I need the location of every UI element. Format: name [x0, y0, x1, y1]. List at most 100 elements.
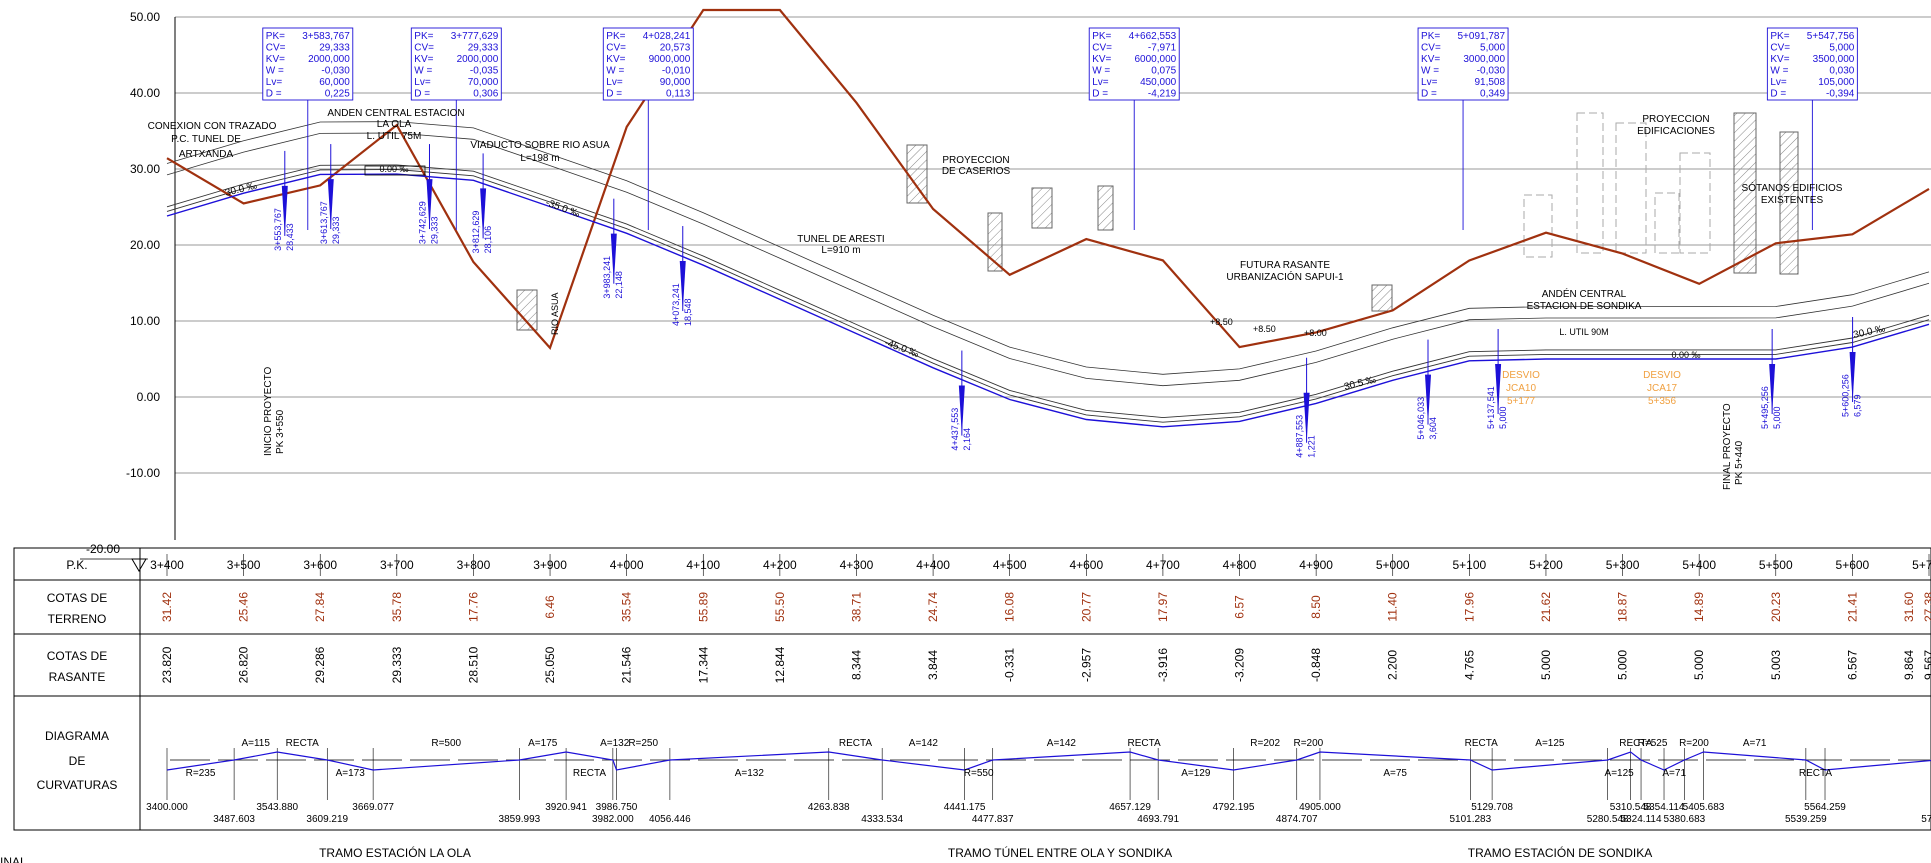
annotation-futura-850: +8.50: [1210, 317, 1233, 327]
annotation-edificaciones-1: PROYECCION: [1642, 114, 1709, 125]
vc-field-value: 0,225: [325, 89, 350, 100]
vc-field-label: KV=: [1092, 54, 1111, 65]
curvature-label: R=550: [964, 768, 994, 779]
annotation-caserios-2: DE CASERIOS: [942, 166, 1011, 177]
vc-field-label: PK=: [266, 31, 285, 42]
vc-field-value: -0,030: [1477, 66, 1506, 77]
vc-field-label: Lv=: [414, 77, 431, 88]
vc-field-label: D =: [414, 89, 430, 100]
cota-terreno-value: 35.78: [390, 592, 404, 622]
marker-arrow: [1425, 374, 1432, 425]
annotation-slope-0-right: 0.00 ‰: [1671, 350, 1700, 360]
cota-terreno-value: 20.77: [1079, 592, 1093, 622]
annotation-inicio-1: INICIO PROYECTO: [263, 367, 274, 456]
track-line: [166, 164, 1930, 419]
pk-label: 5+300: [1606, 558, 1640, 572]
curvature-station: 5324.114: [1621, 814, 1662, 825]
curvature-station: 4056.446: [649, 814, 691, 825]
cota-rasante-value: 2.200: [1386, 650, 1400, 680]
curvature-station: 5709.8: [1921, 814, 1931, 825]
vc-field-label: PK=: [1421, 31, 1440, 42]
vc-field-label: W =: [1421, 66, 1439, 77]
annotation-viaducto-1: VIADUCTO SOBRE RIO ASUA: [470, 140, 610, 151]
vc-field-label: D =: [1421, 89, 1437, 100]
curvature-label: R=250: [628, 738, 658, 749]
elevation-label: 10.00: [130, 314, 160, 328]
row-label-terreno-1: COTAS DE: [47, 591, 107, 605]
cota-rasante-extra: 9.864: [1902, 650, 1916, 680]
vc-field-value: -4,219: [1148, 89, 1177, 100]
marker-z-label: 2,164: [962, 428, 972, 451]
curvature-label: A=71: [1743, 738, 1767, 749]
annotation-futura-1: FUTURA RASANTE: [1240, 260, 1330, 271]
vc-field-value: 450,000: [1140, 77, 1177, 88]
pk-label: 4+800: [1223, 558, 1257, 572]
vc-box: [602, 27, 694, 101]
cota-rasante-value: 5.000: [1616, 650, 1630, 680]
row-label-curv-2: DE: [69, 754, 86, 768]
marker-pk-label: 3+613,767: [319, 201, 329, 244]
pk-label: 5+200: [1529, 558, 1563, 572]
annotation-futura-800: +8.00: [1304, 328, 1327, 338]
vc-field-label: KV=: [606, 54, 625, 65]
marker-z-label: 29,333: [429, 217, 439, 245]
cota-terreno-value: 17.97: [1156, 592, 1170, 622]
cota-rasante-value: 21.546: [620, 646, 634, 683]
marker-pk-label: 3+812,629: [471, 211, 481, 254]
curvature-label: R=202: [1250, 738, 1280, 749]
marker-pk-label: 5+600,256: [1841, 374, 1851, 417]
cota-terreno-value: 27.84: [313, 592, 327, 622]
cota-rasante-value: 23.820: [160, 646, 174, 683]
vc-field-value: 0,075: [1151, 66, 1176, 77]
terrain-profile: [166, 8, 1930, 351]
cota-terreno-value: 16.08: [1003, 592, 1017, 622]
curvature-station: 4657.129: [1109, 802, 1151, 813]
pk-label: 4+300: [840, 558, 874, 572]
marker-pk-label: 4+437,553: [950, 408, 960, 451]
curvature-station: 4792.195: [1213, 802, 1255, 813]
curvature-station: 4441.175: [944, 802, 986, 813]
vc-field-value: -0,035: [470, 66, 499, 77]
curvature-label: RECTA: [1799, 768, 1832, 779]
vc-field-label: PK=: [1770, 31, 1789, 42]
annotation-anden-ola-1: ANDEN CENTRAL ESTACION: [327, 108, 464, 119]
vc-field-label: D =: [1092, 89, 1108, 100]
cota-terreno-value: 21.41: [1845, 592, 1859, 622]
pk-label: 5+600: [1836, 558, 1870, 572]
vc-field-label: KV=: [266, 54, 285, 65]
curvature-label: A=173: [336, 768, 366, 779]
vc-field-label: PK=: [1092, 31, 1111, 42]
vc-field-value: 105,000: [1818, 77, 1855, 88]
annotation-slope-30: 30.0 ‰: [224, 180, 258, 198]
cota-terreno-value: 6.57: [1233, 595, 1247, 619]
annotation-conexion-1: CONEXION CON TRAZADO: [148, 121, 277, 132]
marker-z-label: 5,000: [1772, 406, 1782, 429]
cota-terreno-value: 11.40: [1386, 592, 1400, 621]
vc-field-label: D =: [1770, 89, 1786, 100]
vc-field-value: 3000,000: [1463, 54, 1505, 65]
vc-field-value: 3+583,767: [302, 31, 350, 42]
cota-terreno-value: 31.42: [160, 592, 174, 622]
vc-field-label: W =: [266, 66, 284, 77]
cota-rasante-value: 5.000: [1539, 650, 1553, 680]
pk-label: 3+600: [303, 558, 337, 572]
marker-pk-label: 3+983,241: [602, 256, 612, 299]
pk-label: 3+900: [533, 558, 567, 572]
curvature-station: 3543.880: [256, 802, 298, 813]
vc-field-label: CV=: [1421, 43, 1441, 54]
curvature-label: R=525: [1638, 738, 1668, 749]
cota-terreno-value: 55.89: [696, 592, 710, 622]
pk-label: 5+400: [1682, 558, 1716, 572]
curvature-station: 5101.283: [1449, 814, 1491, 825]
vc-field-value: 60,000: [319, 77, 350, 88]
vc-field-label: D =: [266, 89, 282, 100]
vc-field-label: CV=: [266, 43, 286, 54]
cota-rasante-value: -2.957: [1079, 648, 1093, 682]
curvature-label: RECTA: [573, 768, 606, 779]
curvature-station: 4905.000: [1299, 802, 1341, 813]
vc-field-value: 0,349: [1480, 89, 1505, 100]
elevation-label: 20.00: [130, 238, 160, 252]
annotation-anden-ola-2: LA OLA: [377, 119, 412, 130]
